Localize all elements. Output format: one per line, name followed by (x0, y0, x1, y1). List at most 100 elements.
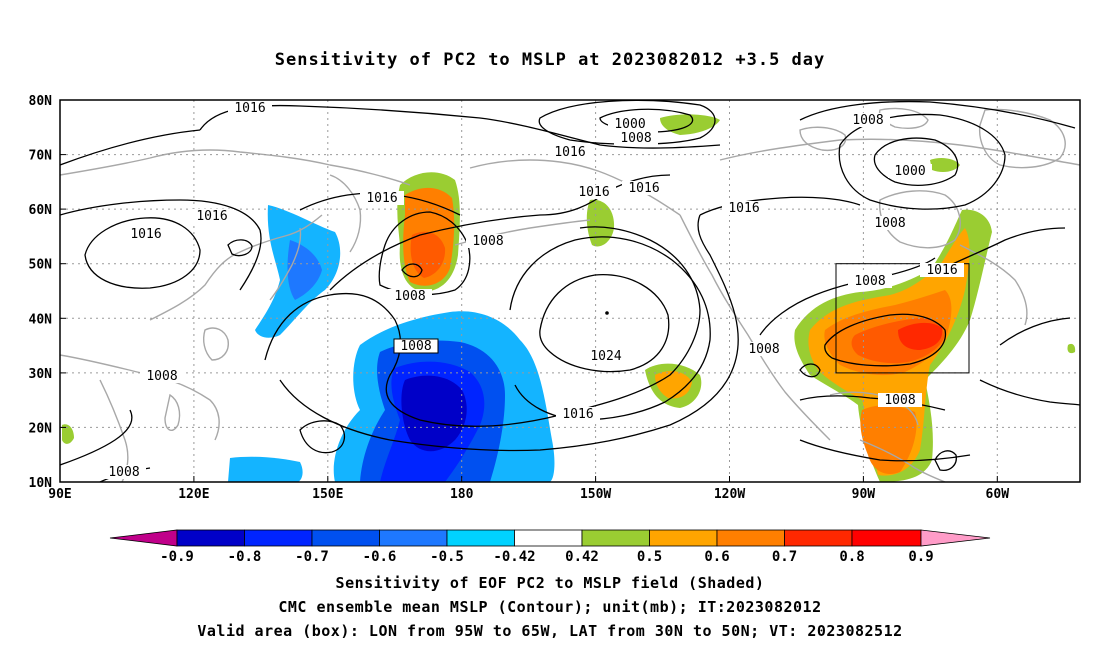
contour-small-loop-1 (227, 239, 253, 257)
contour-1016-atlantic (999, 317, 1071, 346)
svg-text:1008: 1008 (394, 289, 425, 304)
colorbar-label: 0.6 (704, 549, 729, 565)
contour-label: 1008 (878, 393, 922, 408)
contour-1008-bering (378, 211, 471, 296)
svg-text:1016: 1016 (196, 209, 227, 224)
lon-label: 90W (852, 487, 876, 502)
contour-label: 1008 (614, 131, 658, 146)
coast-kamchatka (329, 174, 362, 253)
colorbar-low-arrow (109, 529, 178, 547)
positive-region-alaska (586, 199, 615, 247)
colorbar-bin (514, 529, 583, 547)
contour-label: 1008 (868, 216, 912, 231)
colorbar-label: -0.7 (295, 549, 329, 565)
svg-text:1024: 1024 (590, 349, 621, 364)
contour-label: 1016 (360, 191, 404, 206)
colorbar-label: 0.8 (839, 549, 864, 565)
colorbar-bin (851, 529, 922, 547)
contour-1008-caribbean (934, 450, 957, 471)
contour-label: 1000 (888, 164, 932, 179)
lat-label: 60N (29, 203, 53, 218)
positive-region-caribbean (1067, 343, 1076, 354)
contour-1008-sw (60, 409, 133, 466)
svg-text:1008: 1008 (854, 274, 885, 289)
svg-text:1016: 1016 (554, 145, 585, 160)
contour-1016-pacific-high (264, 226, 701, 427)
contour-labels: 1016 1016 1016 1016 1000 1008 1016 1016 … (102, 101, 964, 480)
positive-region-na-peak (898, 322, 943, 350)
svg-text:1000: 1000 (614, 117, 645, 132)
colorbar: -0.9 -0.8 -0.7 -0.6 -0.5 -0.42 0.42 0.5 … (109, 529, 991, 565)
lon-label: 90E (48, 487, 71, 502)
colorbar-bin (379, 529, 448, 547)
colorbar-bin (311, 529, 380, 547)
svg-text:1016: 1016 (728, 201, 759, 216)
negative-region-deep (401, 375, 467, 452)
colorbar-label: -0.8 (228, 549, 262, 565)
latitude-labels: 80N 70N 60N 50N 40N 30N 20N 10N (29, 94, 53, 491)
svg-text:1008: 1008 (146, 369, 177, 384)
lon-label: 60W (986, 487, 1010, 502)
contour-1008-arctic (538, 100, 716, 145)
contour-label: 1008 (466, 234, 510, 249)
svg-text:1008: 1008 (852, 113, 883, 128)
contour-1016-aleutian (329, 174, 671, 291)
svg-text:1016: 1016 (234, 101, 265, 116)
lon-label: 180 (450, 487, 474, 502)
legend-line-shaded: Sensitivity of EOF PC2 to MSLP field (Sh… (335, 574, 765, 592)
lat-label: 70N (29, 149, 53, 164)
contour-1008-canada (838, 113, 1006, 210)
coast-greenland (978, 108, 1066, 169)
legend-line-valid-area: Valid area (box): LON from 95W to 65W, L… (197, 622, 903, 640)
contour-label: 1008 (102, 465, 146, 480)
contour-label: 1016 (228, 101, 272, 116)
lat-label: 40N (29, 312, 53, 327)
contour-1016-na-east (939, 227, 1066, 271)
lon-label: 120W (714, 487, 745, 502)
contour-label: 1016 (572, 185, 616, 200)
svg-text:1016: 1016 (628, 181, 659, 196)
colorbar-label: 0.9 (908, 549, 933, 565)
map-title: Sensitivity of PC2 to MSLP at 2023082012… (274, 50, 826, 70)
lat-label: 20N (29, 421, 53, 436)
coast-japan (269, 227, 302, 301)
colorbar-high-arrow (920, 529, 991, 547)
coast-asia-east (149, 214, 323, 321)
lat-label: 30N (29, 367, 53, 382)
svg-text:1008: 1008 (400, 339, 431, 354)
positive-region-west (62, 424, 74, 444)
contour-label: 1008 (742, 342, 786, 357)
high-center-dot (605, 311, 609, 315)
coast-alaska (469, 159, 681, 216)
contour-1008-na-outer (799, 100, 1076, 129)
coast-philippines (164, 393, 181, 432)
contour-label: 1016 (124, 227, 168, 242)
svg-text:1016: 1016 (926, 263, 957, 278)
svg-text:1008: 1008 (620, 131, 651, 146)
coast-central-america (859, 439, 946, 482)
coast-na-west (679, 214, 831, 441)
colorbar-label: -0.5 (430, 549, 464, 565)
contour-label: 1008 (388, 289, 432, 304)
colorbar-label: -0.42 (493, 549, 535, 565)
contour-1008-na-loop (824, 313, 947, 367)
svg-text:1016: 1016 (130, 227, 161, 242)
colorbar-label: 0.5 (637, 549, 662, 565)
lon-label: 120E (178, 487, 209, 502)
svg-text:1000: 1000 (894, 164, 925, 179)
svg-text:1016: 1016 (578, 185, 609, 200)
colorbar-bin (784, 529, 853, 547)
positive-region-east-pacific-orange (655, 370, 692, 399)
svg-text:1008: 1008 (472, 234, 503, 249)
coast-asia-north (60, 149, 411, 186)
contour-1024-high (539, 274, 670, 373)
contour-label: 1016 (622, 181, 666, 196)
valid-area-box (835, 263, 970, 374)
contour-1016-asia-loop (84, 217, 201, 289)
positive-region-gulf (860, 405, 917, 475)
lat-label: 50N (29, 258, 53, 273)
lat-label: 10N (29, 476, 53, 491)
contour-label: 1016 (190, 209, 234, 224)
colorbar-bin (649, 529, 718, 547)
lon-label: 150E (312, 487, 343, 502)
